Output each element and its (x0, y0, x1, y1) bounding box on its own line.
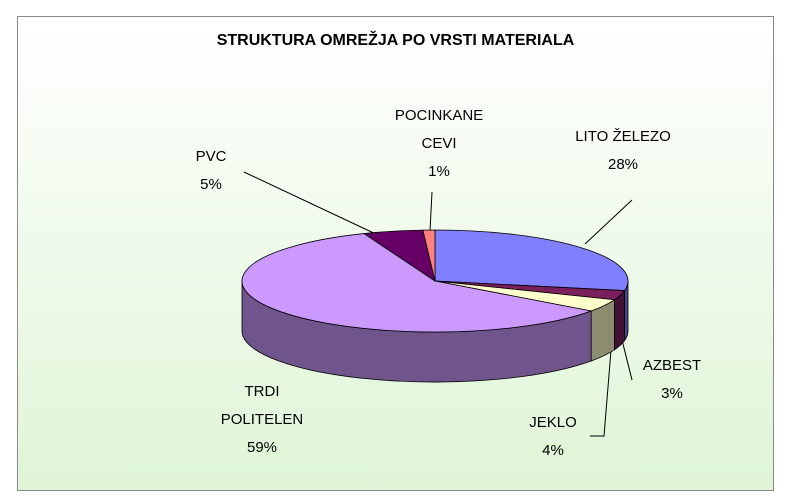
leader-lines (243, 171, 633, 437)
chart-title: STRUKTURA OMREŽJA PO VRSTI MATERIALA (216, 32, 575, 49)
slice (422, 229, 436, 282)
label-value: 59% (246, 439, 278, 456)
label-name: POCINKANE CEVI (394, 107, 484, 152)
label-value: 3% (661, 385, 683, 402)
label-name: AZBEST (642, 357, 702, 374)
label-value: 1% (428, 163, 450, 180)
slice (241, 233, 593, 333)
slice (434, 229, 629, 291)
slice-side (614, 289, 625, 351)
leader-line (243, 171, 381, 237)
leader-line (590, 337, 613, 437)
label-value: 4% (542, 442, 564, 459)
leader-line (584, 199, 633, 245)
leader-line (621, 339, 633, 381)
label-name: JEKLO (529, 414, 577, 431)
leader-line (429, 191, 433, 232)
data-label: AZBEST 3% (632, 352, 712, 408)
label-value: 5% (200, 176, 222, 193)
label-name: TRDI POLITELEN (220, 383, 304, 428)
data-label: PVC 5% (171, 143, 251, 199)
data-label: JEKLO 4% (513, 409, 593, 465)
data-label: TRDI POLITELEN 59% (212, 378, 312, 462)
label-name: PVC (195, 148, 227, 165)
data-label: LITO ŽELEZO 28% (543, 123, 703, 179)
label-value: 28% (607, 156, 639, 173)
data-label: POCINKANE CEVI 1% (384, 102, 494, 186)
label-name: LITO ŽELEZO (575, 128, 671, 145)
